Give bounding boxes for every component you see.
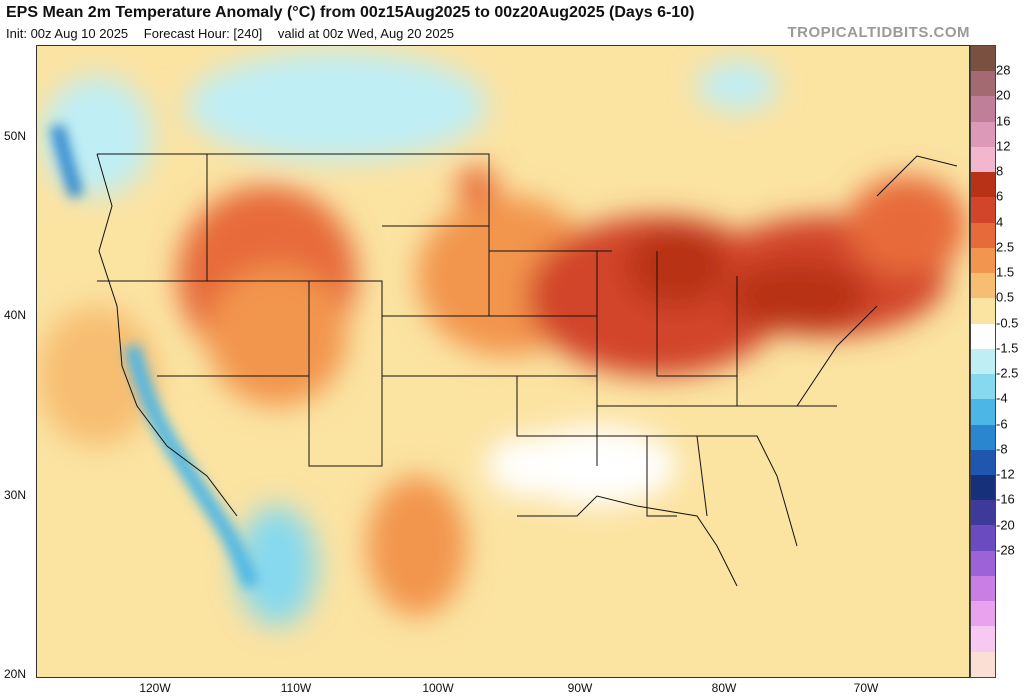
colorbar-swatch — [971, 550, 995, 576]
colorbar-swatch — [971, 399, 995, 425]
colorbar-swatch — [971, 71, 995, 97]
lat-label-40n: 40N — [4, 308, 27, 322]
colorbar-label: 4 — [996, 214, 1004, 230]
colorbar-label: 20 — [996, 87, 1011, 103]
map-subtitle: Init: 00z Aug 10 2025 Forecast Hour: [24… — [6, 26, 466, 41]
colorbar-label: -6 — [996, 416, 1008, 432]
colorbar-label: -16 — [996, 491, 1015, 507]
colorbar-swatch — [971, 197, 995, 223]
colorbar-label: 6 — [996, 188, 1004, 204]
anomaly-base — [37, 46, 969, 677]
colorbar-swatch — [971, 46, 995, 72]
lon-label-90w: 90W — [567, 681, 593, 695]
colorbar-swatch — [971, 474, 995, 501]
colorbar-swatch — [971, 298, 995, 324]
coastal-cold-anomaly — [50, 124, 260, 589]
colorbar-swatch — [971, 323, 995, 349]
colorbar-swatch — [971, 525, 995, 551]
colorbar-swatch — [971, 449, 995, 475]
map-title: EPS Mean 2m Temperature Anomaly (°C) fro… — [6, 4, 695, 21]
forecast-hour: Forecast Hour: [240] — [143, 26, 263, 41]
colorbar-label: 1.5 — [996, 264, 1015, 280]
valid-time: valid at 00z Wed, Aug 20 2025 — [277, 26, 455, 41]
colorbar-swatch — [971, 500, 995, 526]
colorbar-label: 16 — [996, 113, 1011, 129]
lat-label-50n: 50N — [4, 129, 27, 143]
colorbar-swatch — [971, 172, 995, 198]
colorbar — [970, 45, 996, 678]
colorbar-swatch — [971, 348, 995, 375]
colorbar-swatch — [971, 273, 995, 299]
colorbar-label: -0.5 — [996, 315, 1019, 331]
colorbar-swatch — [971, 374, 995, 400]
colorbar-swatch — [971, 247, 995, 274]
lon-label-100w: 100W — [422, 681, 454, 695]
colorbar-label: -12 — [996, 466, 1015, 482]
colorbar-swatch — [971, 601, 995, 627]
lon-label-80w: 80W — [711, 681, 737, 695]
colorbar-swatch — [971, 424, 995, 450]
lat-label-20n: 20N — [4, 667, 27, 681]
colorbar-swatch — [971, 626, 995, 652]
lon-label-110w: 110W — [280, 681, 312, 695]
colorbar-label: 12 — [996, 138, 1011, 154]
init-time: Init: 00z Aug 10 2025 — [6, 26, 129, 41]
lon-label-70w: 70W — [853, 681, 879, 695]
colorbar-label: -2.5 — [996, 365, 1019, 381]
colorbar-swatch — [971, 146, 995, 173]
colorbar-label: 0.5 — [996, 289, 1015, 305]
colorbar-swatch — [971, 121, 995, 147]
colorbar-swatch — [971, 96, 995, 122]
lon-label-120w: 120W — [139, 681, 171, 695]
temperature-anomaly-map — [36, 45, 970, 678]
colorbar-label: -20 — [996, 517, 1015, 533]
state-borders — [96, 153, 958, 587]
colorbar-label: -4 — [996, 390, 1008, 406]
map-canvas — [37, 46, 969, 677]
colorbar-label: 28 — [996, 62, 1011, 78]
colorbar-label: -1.5 — [996, 340, 1019, 356]
site-credit: TROPICALTIDBITS.COM — [787, 24, 970, 41]
colorbar-swatch — [971, 575, 995, 602]
colorbar-label: 2.5 — [996, 239, 1015, 255]
colorbar-swatch — [971, 651, 995, 677]
colorbar-swatch — [971, 222, 995, 248]
colorbar-label: -8 — [996, 441, 1008, 457]
colorbar-label: -28 — [996, 542, 1015, 558]
colorbar-label: 8 — [996, 163, 1004, 179]
lat-label-30n: 30N — [4, 488, 27, 502]
